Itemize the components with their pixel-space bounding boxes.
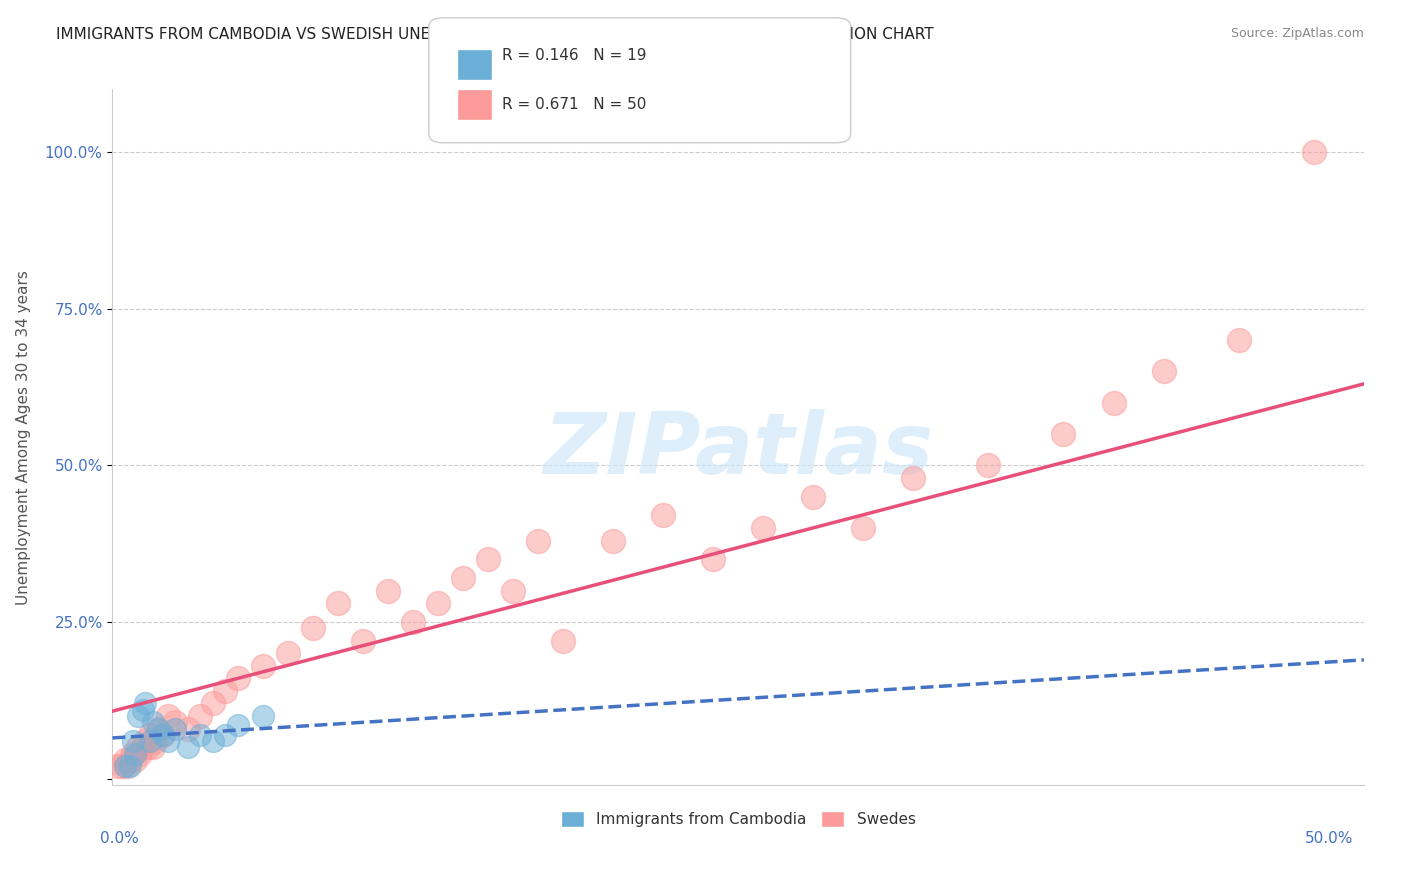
Point [214,684,236,698]
Point [131,703,153,717]
Point [124,753,146,767]
Point [143,734,166,748]
Point [124,747,146,761]
Point [156,709,179,723]
Point [127,709,149,723]
Point [702,552,724,566]
Text: R = 0.146   N = 19: R = 0.146 N = 19 [502,48,647,62]
Point [502,583,524,598]
Point [852,521,875,535]
Point [1302,145,1324,159]
Text: Source: ZipAtlas.com: Source: ZipAtlas.com [1230,27,1364,40]
Point [301,621,323,635]
Point [226,718,249,732]
Point [111,759,134,773]
Point [752,521,775,535]
Point [1102,395,1125,409]
Point [602,533,624,548]
Point [377,583,399,598]
Point [134,734,156,748]
Point [127,740,149,755]
Point [139,728,162,742]
Point [551,633,574,648]
Point [188,728,211,742]
Text: R = 0.671   N = 50: R = 0.671 N = 50 [502,97,647,112]
Point [977,458,1000,473]
Point [176,740,198,755]
Point [477,552,499,566]
Point [121,734,143,748]
Point [118,753,141,767]
Point [117,759,139,773]
Y-axis label: Unemployment Among Ages 30 to 34 years: Unemployment Among Ages 30 to 34 years [15,269,31,605]
Point [134,697,156,711]
Point [201,697,224,711]
Point [326,596,349,610]
Point [1052,426,1074,441]
Point [146,722,169,736]
Point [121,747,143,761]
Point [176,722,198,736]
Point [114,753,136,767]
Point [451,571,474,585]
Point [114,759,136,773]
Point [903,471,925,485]
Text: ZIPatlas: ZIPatlas [543,409,934,492]
Point [156,734,179,748]
Legend: Immigrants from Cambodia, Swedes: Immigrants from Cambodia, Swedes [554,805,922,833]
Point [277,646,299,660]
Point [252,658,274,673]
Point [131,740,153,755]
Point [139,734,162,748]
Point [402,615,425,629]
Point [652,508,675,523]
Point [1153,364,1175,378]
Point [527,533,550,548]
Point [107,759,129,773]
Point [163,722,186,736]
Point [141,715,163,730]
Text: 50.0%: 50.0% [1305,831,1353,846]
Point [146,722,169,736]
Point [129,747,152,761]
Point [141,740,163,755]
Text: 0.0%: 0.0% [100,831,139,846]
Point [188,709,211,723]
Point [214,728,236,742]
Point [226,672,249,686]
Point [118,759,141,773]
Point [163,715,186,730]
Point [801,490,824,504]
Text: IMMIGRANTS FROM CAMBODIA VS SWEDISH UNEMPLOYMENT AMONG AGES 30 TO 34 YEARS CORRE: IMMIGRANTS FROM CAMBODIA VS SWEDISH UNEM… [56,27,934,42]
Point [201,734,224,748]
Point [136,740,159,755]
Point [1227,333,1250,347]
Point [352,633,374,648]
Point [152,728,174,742]
Point [426,596,449,610]
Point [152,728,174,742]
Point [252,709,274,723]
